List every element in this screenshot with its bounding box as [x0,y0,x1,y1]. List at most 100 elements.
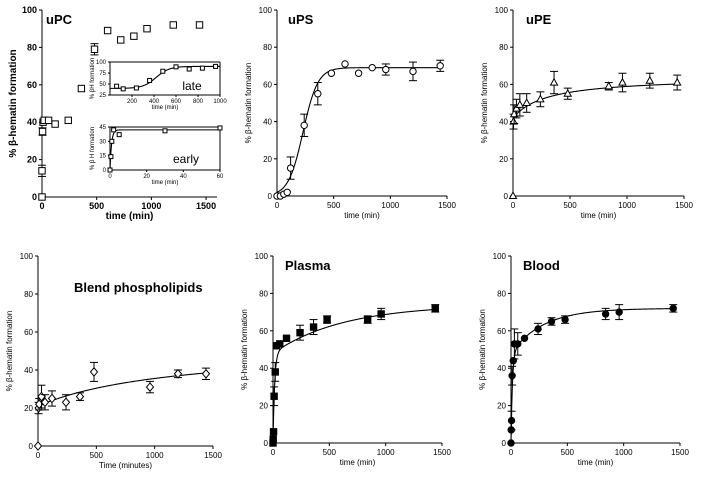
data-point [436,62,444,70]
data-point [509,116,518,125]
y-tick-label: 40 [24,366,33,375]
x-tick-label: 0 [108,174,112,180]
x-tick-label: 1000 [141,201,161,211]
data-point [300,121,308,130]
data-point [186,66,192,72]
y-axis-label: % β-hematin formation [240,309,249,390]
x-axis-label: time (min) [152,180,179,186]
chart-panel-101: 25 50 75 100 200 400 600 800 1000 time (min) % βH … [90,58,227,111]
data-point [508,371,516,380]
data-point [520,334,529,342]
data-point [173,368,183,379]
x-axis-label: time (min) [578,458,614,467]
y-tick-label: 0 [502,439,507,448]
y-tick-label: 60 [499,80,508,89]
y-axis-label: % βH formation [90,58,96,99]
x-tick-label: 1500 [438,201,456,210]
x-tick-label: 20 [143,174,150,180]
data-point [286,164,295,172]
x-tick-label: 1500 [196,201,216,211]
y-tick-label: 75 [99,71,106,77]
x-tick-label: 1000 [146,451,164,460]
data-point [615,308,623,316]
y-tick-label: 100 [20,252,34,261]
x-tick-label: 600 [171,99,182,105]
data-point [534,325,542,333]
x-tick-label: 1500 [671,448,689,457]
x-tick-label: 400 [149,99,160,105]
data-point [75,391,85,402]
y-tick-label: 0 [29,442,34,451]
data-point [601,310,610,318]
data-point [431,304,439,313]
data-point [133,85,139,91]
data-point [169,21,177,29]
data-point [103,26,112,35]
x-axis-label: time (min) [152,105,179,111]
x-tick-label: 1500 [675,201,693,210]
data-point [327,69,336,77]
data-point [271,368,279,376]
x-tick-label: 1000 [615,448,633,457]
data-point [162,128,168,134]
y-tick-label: 40 [499,118,508,127]
x-tick-label: 1000 [381,201,399,210]
data-point [195,21,204,29]
data-point [269,428,278,436]
data-point [270,392,278,400]
y-axis-label: % β-hematin formation [244,63,253,144]
data-point [507,416,516,425]
y-tick-label: 0 [264,439,269,448]
x-tick-label: 0 [275,201,280,210]
y-tick-label: 60 [27,80,37,90]
data-point [512,103,521,112]
y-tick-label: 60 [259,327,268,336]
data-point [363,315,372,324]
data-point [111,127,117,133]
x-tick-label: 500 [89,201,104,211]
data-point [40,397,50,408]
x-tick-label: 500 [323,448,337,457]
data-point [201,368,211,379]
y-tick-label: 50 [99,82,106,88]
data-point [143,25,151,33]
y-tick-label: 20 [499,155,508,164]
x-tick-label: 800 [193,99,204,105]
data-point [276,340,284,348]
x-axis-label: time (min) [106,211,154,222]
data-point [89,366,99,377]
y-tick-label: 40 [263,118,272,127]
y-tick-label: 100 [493,252,507,261]
x-axis-label: Time (minutes) [99,461,152,470]
y-axis-label: % β H formation [90,127,96,170]
x-tick-label: 1000 [377,448,395,457]
y-tick-label: 40 [259,364,268,373]
data-point [147,77,153,83]
data-point [51,120,59,128]
inset-label: late [182,79,202,93]
data-point [116,132,122,138]
data-point [61,397,71,408]
data-point [323,315,331,324]
data-point [90,45,99,53]
x-axis-label: time (min) [581,211,617,220]
chart-title: Blood [523,258,560,273]
data-point [547,317,556,326]
data-point [47,393,57,404]
y-tick-label: 60 [497,327,506,336]
y-tick-label: 20 [263,155,272,164]
fit-curve [109,129,220,171]
data-point [38,193,46,201]
data-point [618,77,627,86]
data-point [314,90,322,98]
y-tick-label: 0 [103,168,107,174]
data-point [382,65,390,74]
data-point [33,441,43,451]
data-point [199,65,205,71]
data-point [107,167,113,173]
